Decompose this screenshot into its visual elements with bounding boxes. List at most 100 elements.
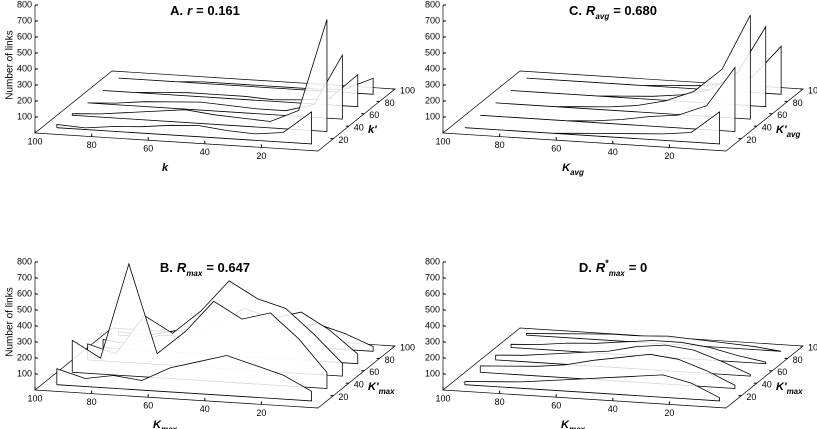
y-tick-label: 20 — [338, 135, 348, 145]
row-surface — [480, 66, 736, 132]
text-part: K — [562, 162, 571, 174]
z-axis-label: Number of links — [5, 287, 16, 356]
y-tick-label: 100 — [400, 342, 415, 352]
text-part: K' — [776, 124, 787, 136]
y-axis-label: K'max — [776, 381, 803, 396]
x-tick-label: 100 — [435, 393, 450, 403]
x-tick-label: 100 — [435, 136, 450, 146]
y-tick-label: 80 — [793, 98, 803, 108]
y-tick-label: 40 — [354, 380, 364, 390]
x-tick-label: 20 — [256, 151, 266, 161]
y-tick-label: 20 — [338, 392, 348, 402]
z-tick-label: 200 — [17, 352, 32, 362]
y-tick-label: 80 — [793, 355, 803, 365]
y-tick-label: 40 — [762, 123, 772, 133]
z-tick-label: 500 — [17, 47, 32, 57]
z-tick-label: 800 — [17, 256, 32, 266]
text-part: A. — [170, 3, 183, 18]
z-tick-label: 600 — [17, 288, 32, 298]
text-part: C. — [569, 3, 582, 18]
z-tick-label: 300 — [425, 79, 440, 89]
text-part: = 0.647 — [206, 260, 250, 275]
text-part: k — [162, 162, 169, 174]
x-tick-label: 80 — [495, 397, 505, 407]
y-tick-label: 60 — [369, 110, 379, 120]
z-tick-label: 700 — [425, 15, 440, 25]
text-part: max — [161, 425, 178, 429]
chart-title: C. Ravg = 0.680 — [569, 3, 657, 20]
text-part: k' — [368, 124, 377, 136]
row-surface — [87, 53, 343, 120]
text-part: = 0.680 — [613, 3, 657, 18]
row-surface — [464, 374, 720, 402]
z-tick-label: 500 — [425, 304, 440, 314]
text-part: max — [609, 269, 626, 278]
z-tick-label: 800 — [425, 256, 440, 266]
text-part: K' — [368, 381, 379, 393]
z-tick-label: 200 — [425, 352, 440, 362]
x-tick-label: 60 — [551, 144, 561, 154]
row-surface — [464, 111, 720, 145]
x-tick-label: 80 — [87, 397, 97, 407]
x-tick-label: 80 — [87, 140, 97, 150]
z-tick-label: 100 — [17, 111, 32, 121]
x-axis-label: Kmax — [153, 419, 178, 429]
y-tick-label: 100 — [808, 85, 817, 95]
text-part: max — [787, 387, 804, 396]
x-tick-label: 20 — [664, 408, 674, 418]
text-part: = 0 — [629, 260, 647, 275]
text-part: max — [569, 425, 586, 429]
text-part: * — [605, 258, 609, 268]
chart-title: B. Rmax = 0.647 — [160, 260, 250, 277]
x-tick-label: 40 — [200, 404, 210, 414]
x-axis-label: Kavg — [562, 162, 584, 177]
z-tick-label: 700 — [17, 272, 32, 282]
row-surface — [71, 19, 328, 132]
z-tick-label: 300 — [17, 336, 32, 346]
z-tick-label: 400 — [17, 320, 32, 330]
text-part: max — [186, 269, 203, 278]
y-tick-label: 40 — [762, 380, 772, 390]
z-tick-label: 300 — [17, 79, 32, 89]
x-axis-label: Kmax — [561, 419, 586, 429]
row-surface — [71, 262, 328, 389]
y-tick-label: 20 — [746, 135, 756, 145]
text-part: avg — [787, 130, 801, 139]
y-tick-label: 60 — [777, 110, 787, 120]
x-tick-label: 60 — [143, 401, 153, 411]
z-tick-label: 700 — [17, 15, 32, 25]
text-part: r — [187, 3, 193, 18]
text-part: R — [586, 3, 596, 18]
text-part: R — [177, 260, 187, 275]
z-tick-label: 100 — [425, 368, 440, 378]
z-tick-label: 400 — [425, 63, 440, 73]
x-tick-label: 40 — [608, 404, 618, 414]
z-tick-label: 300 — [425, 336, 440, 346]
z-tick-label: 200 — [425, 95, 440, 105]
text-part: avg — [570, 168, 584, 177]
y-tick-label: 40 — [354, 123, 364, 133]
z-tick-label: 400 — [17, 63, 32, 73]
x-tick-label: 100 — [27, 136, 42, 146]
text-part: K — [153, 419, 162, 429]
text-part: K — [561, 419, 570, 429]
y-axis-label: K'max — [368, 381, 395, 396]
z-tick-label: 800 — [17, 0, 32, 9]
y-tick-label: 100 — [808, 342, 817, 352]
text-part: B. — [160, 260, 173, 275]
y-tick-label: 20 — [746, 392, 756, 402]
z-tick-label: 500 — [17, 304, 32, 314]
z-tick-label: 100 — [17, 368, 32, 378]
y-axis-label: k' — [368, 124, 377, 136]
z-tick-label: 200 — [17, 95, 32, 105]
row-surface — [56, 355, 312, 402]
row-surface — [56, 111, 312, 145]
y-tick-label: 60 — [369, 367, 379, 377]
y-tick-label: 100 — [400, 85, 415, 95]
text-part: K' — [776, 381, 787, 393]
text-part: R — [596, 260, 606, 275]
y-axis-label: K'avg — [776, 124, 800, 139]
text-part: avg — [595, 12, 609, 21]
